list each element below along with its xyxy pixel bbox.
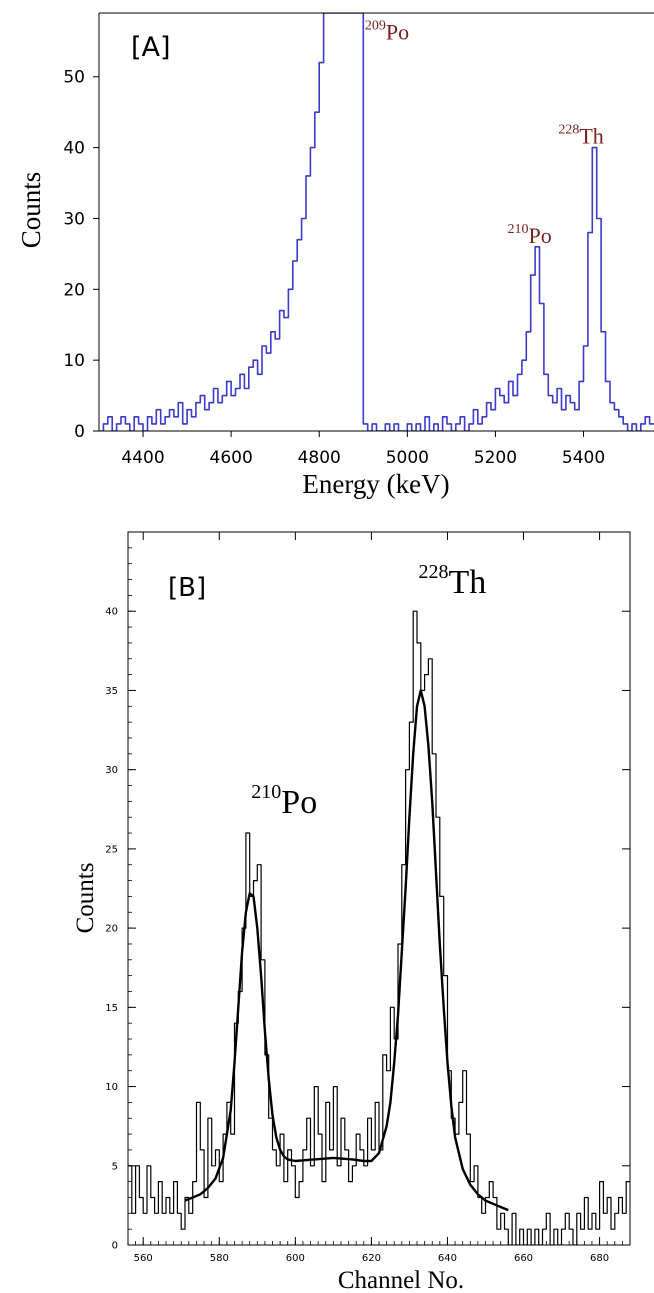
chart-a-annotation-210po: 210Po xyxy=(507,222,551,248)
chart-b-y-tick-label: 35 xyxy=(105,686,118,697)
chart-b: 560 580 600 620 640 660 680 0 5 10 15 20 25 30 35 40 [B… xyxy=(0,508,654,1293)
chart-a-background xyxy=(0,0,654,508)
chart-a-y-tick-label: 30 xyxy=(63,209,85,229)
chart-a-y-tick-label: 0 xyxy=(74,422,85,442)
chart-b-y-axis-label: Counts xyxy=(72,863,99,934)
chart-a-x-tick-label: 4400 xyxy=(121,448,164,468)
chart-b-annotation-210po: 210Po xyxy=(251,781,317,821)
chart-b-annotations: 210Po 228Th xyxy=(251,561,486,821)
chart-a-x-tick-label: 4600 xyxy=(210,448,253,468)
chart-b-ticks: 560 580 600 620 640 660 680 0 5 10 15 20 25 30 35 40 xyxy=(105,531,631,1264)
chart-a-axes xyxy=(98,12,654,432)
chart-a-y-tick-label: 40 xyxy=(63,139,85,159)
chart-b-y-tick-label: 25 xyxy=(105,844,118,855)
chart-b-y-tick-label: 40 xyxy=(105,607,118,618)
chart-b-x-axis-label: Channel No. xyxy=(338,1267,464,1293)
chart-b-annotation-228th: 228Th xyxy=(418,561,486,601)
chart-a-x-tick-label: 5200 xyxy=(474,448,517,468)
chart-b-y-tick-label: 5 xyxy=(112,1161,118,1172)
chart-b-x-tick-label: 620 xyxy=(362,1253,381,1264)
chart-b-background xyxy=(0,508,654,1293)
chart-b-y-tick-label: 30 xyxy=(105,765,118,776)
chart-b-series-histogram xyxy=(128,610,630,1245)
chart-a-y-axis-label: Counts xyxy=(16,172,46,249)
chart-a-plot-area xyxy=(99,13,654,431)
chart-a-x-axis-label: Energy (keV) xyxy=(302,469,449,499)
chart-b-y-tick-label: 20 xyxy=(105,924,118,935)
chart-b-x-tick-label: 560 xyxy=(134,1253,153,1264)
chart-b-x-tick-label: 680 xyxy=(590,1253,609,1264)
chart-a-annotations: 209Po 210Po 228Th xyxy=(365,18,604,247)
chart-b-x-tick-label: 580 xyxy=(210,1253,229,1264)
chart-a-y-tick-label: 20 xyxy=(63,280,85,300)
chart-a-x-tick-label: 5400 xyxy=(562,448,605,468)
chart-a-annotation-228th: 228Th xyxy=(558,123,603,149)
chart-b-y-tick-label: 0 xyxy=(112,1241,118,1252)
chart-a-annotation-209po: 209Po xyxy=(365,18,409,44)
chart-b-y-tick-label: 10 xyxy=(105,1082,118,1093)
chart-b-x-tick-label: 640 xyxy=(438,1253,457,1264)
chart-a-y-tick-label: 10 xyxy=(63,351,85,371)
chart-b-plot-area xyxy=(128,610,630,1245)
chart-b-y-tick-label: 15 xyxy=(105,1003,118,1014)
chart-b-x-tick-label: 600 xyxy=(286,1253,305,1264)
chart-a-x-tick-label: 5000 xyxy=(386,448,429,468)
chart-a-y-tick-label: 50 xyxy=(63,68,85,88)
chart-b-panel-label: [B] xyxy=(168,573,206,603)
chart-b-series-fit-curve xyxy=(184,689,509,1212)
chart-a-x-tick-label: 4800 xyxy=(298,448,341,468)
chart-a-series-histogram xyxy=(99,13,654,431)
chart-b-x-tick-label: 660 xyxy=(514,1253,533,1264)
chart-a-ticks: 4400 4600 4800 5000 5200 5400 0 10 20 30 40 50 xyxy=(63,68,605,468)
chart-a-panel-label: [A] xyxy=(131,32,171,63)
